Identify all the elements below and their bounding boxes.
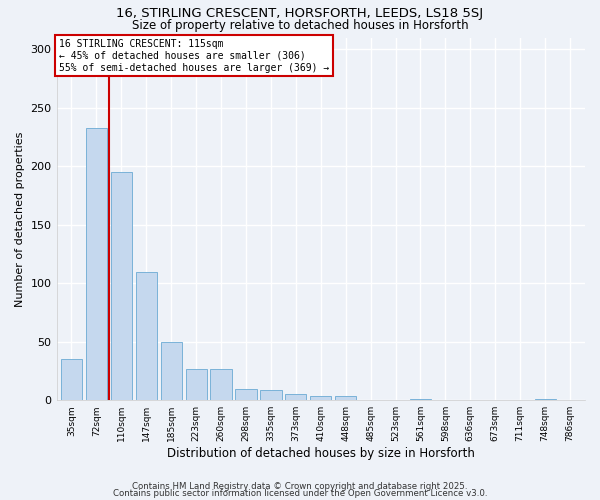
Bar	[410, 399, 431, 400]
Bar	[310, 396, 331, 400]
Bar	[185, 368, 207, 400]
X-axis label: Distribution of detached houses by size in Horsforth: Distribution of detached houses by size …	[167, 447, 475, 460]
Text: Contains public sector information licensed under the Open Government Licence v3: Contains public sector information licen…	[113, 489, 487, 498]
Text: Size of property relative to detached houses in Horsforth: Size of property relative to detached ho…	[131, 18, 469, 32]
Bar	[136, 272, 157, 400]
Bar	[211, 368, 232, 400]
Y-axis label: Number of detached properties: Number of detached properties	[15, 131, 25, 306]
Text: 16 STIRLING CRESCENT: 115sqm
← 45% of detached houses are smaller (306)
55% of s: 16 STIRLING CRESCENT: 115sqm ← 45% of de…	[59, 40, 329, 72]
Bar	[335, 396, 356, 400]
Bar	[86, 128, 107, 400]
Text: 16, STIRLING CRESCENT, HORSFORTH, LEEDS, LS18 5SJ: 16, STIRLING CRESCENT, HORSFORTH, LEEDS,…	[116, 8, 484, 20]
Bar	[285, 394, 307, 400]
Bar	[161, 342, 182, 400]
Bar	[235, 388, 257, 400]
Bar	[535, 399, 556, 400]
Bar	[61, 360, 82, 400]
Bar	[111, 172, 132, 400]
Text: Contains HM Land Registry data © Crown copyright and database right 2025.: Contains HM Land Registry data © Crown c…	[132, 482, 468, 491]
Bar	[260, 390, 281, 400]
